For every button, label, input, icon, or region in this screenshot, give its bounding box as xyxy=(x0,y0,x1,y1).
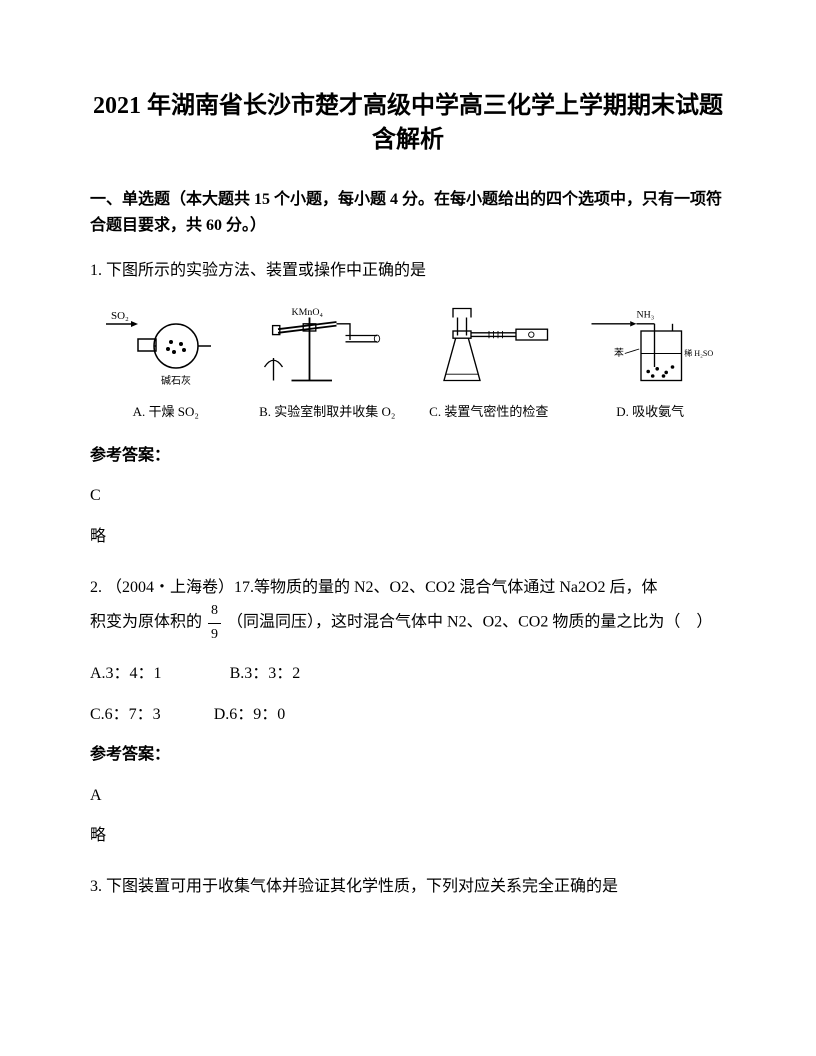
diagram-row: SO₂ 碱石灰 A. 干燥 SO₂ KMnO₄ xyxy=(90,304,726,423)
diagram-b-caption: B. 实验室制取并收集 O₂ xyxy=(259,402,395,423)
diagram-a-caption: A. 干燥 SO₂ xyxy=(133,402,199,423)
q2-options-row2: C.6：7：3 D.6：9：0 xyxy=(90,702,726,728)
diagram-d: NH₃ 苯 稀 H₂SO₄ D. 吸收氨气 xyxy=(575,304,727,423)
svg-text:苯: 苯 xyxy=(614,346,624,359)
option-d: D.6：9：0 xyxy=(214,706,286,723)
option-a: A.3：4：1 xyxy=(90,665,162,682)
option-c: C.6：7：3 xyxy=(90,706,161,723)
diagram-b-svg: KMnO₄ xyxy=(260,304,395,394)
question-3: 3. 下图装置可用于收集气体并验证其化学性质，下列对应关系完全正确的是 xyxy=(90,874,726,900)
document-title: 2021 年湖南省长沙市楚才高级中学高三化学上学期期末试题含解析 xyxy=(90,90,726,157)
question-1: 1. 下图所示的实验方法、装置或操作中正确的是 SO₂ 碱石灰 A. 干燥 SO… xyxy=(90,258,726,549)
question-1-text: 1. 下图所示的实验方法、装置或操作中正确的是 xyxy=(90,258,726,284)
svg-text:NH₃: NH₃ xyxy=(637,309,655,320)
diagram-c-caption: C. 装置气密性的检查 xyxy=(429,402,548,423)
q2-answer-label: 参考答案： xyxy=(90,742,726,768)
section-header: 一、单选题（本大题共 15 个小题，每小题 4 分。在每小题给出的四个选项中，只… xyxy=(90,187,726,238)
q1-answer: C xyxy=(90,483,726,509)
q2-text-line2: 积变为原体积的 8 9 （同温同压），这时混合气体中 N2、O2、CO2 物质的… xyxy=(90,600,726,646)
q1-note: 略 xyxy=(90,524,726,550)
svg-text:SO₂: SO₂ xyxy=(111,310,129,322)
fraction-numerator: 8 xyxy=(208,600,221,623)
svg-text:碱石灰: 碱石灰 xyxy=(161,374,191,387)
svg-text:KMnO₄: KMnO₄ xyxy=(291,307,323,318)
fraction-denominator: 9 xyxy=(208,624,221,646)
q2-text-before-frac: 积变为原体积的 xyxy=(90,614,202,631)
diagram-d-caption: D. 吸收氨气 xyxy=(616,402,684,423)
diagram-c-svg xyxy=(426,304,552,394)
diagram-a: SO₂ 碱石灰 A. 干燥 SO₂ xyxy=(90,304,242,423)
fraction: 8 9 xyxy=(208,600,221,646)
diagram-d-svg: NH₃ 苯 稀 H₂SO₄ xyxy=(587,304,713,394)
diagram-c: C. 装置气密性的检查 xyxy=(413,304,565,423)
q1-answer-label: 参考答案： xyxy=(90,443,726,469)
q2-text-line1: 2. （2004・上海卷）17.等物质的量的 N2、O2、CO2 混合气体通过 … xyxy=(90,575,726,601)
diagram-b: KMnO₄ B. 实验室制取并收集 O₂ xyxy=(252,304,404,423)
q2-options-row1: A.3：4：1 B.3：3：2 xyxy=(90,661,726,687)
option-b: B.3：3：2 xyxy=(230,665,301,682)
svg-text:稀 H₂SO₄: 稀 H₂SO₄ xyxy=(684,348,713,358)
q3-text: 3. 下图装置可用于收集气体并验证其化学性质，下列对应关系完全正确的是 xyxy=(90,874,726,900)
question-2: 2. （2004・上海卷）17.等物质的量的 N2、O2、CO2 混合气体通过 … xyxy=(90,575,726,849)
q2-answer: A xyxy=(90,783,726,809)
q2-note: 略 xyxy=(90,823,726,849)
q2-text-after-frac: （同温同压），这时混合气体中 N2、O2、CO2 物质的量之比为（ ） xyxy=(227,614,712,631)
diagram-a-svg: SO₂ 碱石灰 xyxy=(106,304,226,394)
